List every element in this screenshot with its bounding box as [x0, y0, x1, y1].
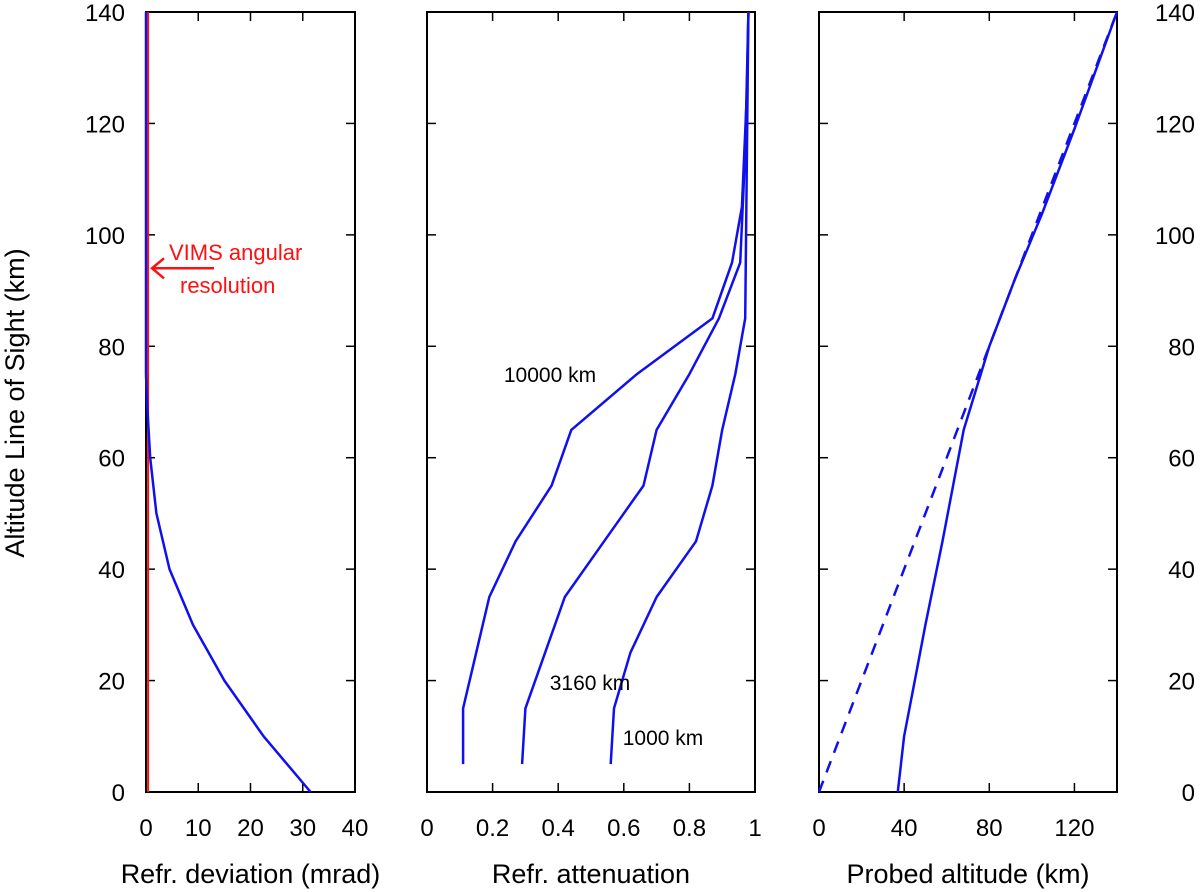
- x-tick-label: 40: [891, 815, 918, 842]
- plot-frame: [145, 11, 356, 793]
- y-tick-label: 40: [1168, 557, 1195, 584]
- panel-refraction-attenuation: 0 0.2 0.4 0.6 0.8 1 Refr. attenuation 10000 km 3…: [420, 11, 762, 889]
- x-tick-label: 40: [342, 815, 369, 842]
- series-label: 10000 km: [504, 364, 596, 387]
- y-tick-label: 100: [1155, 223, 1195, 250]
- x-tick-label: 0.2: [476, 815, 509, 842]
- y-axis-title: Altitude Line of Sight (km): [0, 248, 30, 557]
- y-tick-label: 40: [98, 557, 125, 584]
- y-tick-label: 0: [1182, 780, 1195, 807]
- y-tick-label: 20: [1168, 669, 1195, 696]
- x-axis-title: Refr. deviation (mrad): [121, 859, 381, 889]
- x-tick-label: 1: [748, 815, 761, 842]
- series-line: [520, 11, 750, 765]
- panel-probed-altitude: 0 40 80 120 0 20 40 60 80 100 120 140 Probed altitud…: [812, 0, 1195, 889]
- x-tick-label: 10: [185, 815, 212, 842]
- y-tick-label: 120: [1155, 111, 1195, 138]
- y-tick-label: 60: [98, 446, 125, 473]
- x-tick-label: 20: [237, 815, 264, 842]
- y-tick-label: 0: [112, 780, 125, 807]
- y-tick-label: 80: [98, 334, 125, 361]
- annotation-text: VIMS angular: [169, 240, 302, 265]
- x-axis-title: Refr. attenuation: [492, 859, 690, 889]
- series-line: [817, 11, 1119, 793]
- x-tick-label: 0.6: [607, 815, 640, 842]
- series-label: 1000 km: [623, 727, 704, 750]
- x-tick-label: 0: [812, 815, 825, 842]
- series-line: [144, 12, 312, 793]
- x-tick-label: 0.8: [673, 815, 706, 842]
- x-tick-label: 0: [420, 815, 433, 842]
- annotation-arrowhead: [150, 257, 165, 280]
- y-tick-label: 20: [98, 669, 125, 696]
- y-tick-label: 80: [1168, 334, 1195, 361]
- y-tick-label: 140: [1155, 0, 1195, 27]
- panel-refraction-deviation: 0 10 20 30 40 0 20 40 60 80 100 120 140 Refr. deviati…: [85, 0, 380, 889]
- series-label: 3160 km: [550, 672, 631, 695]
- x-tick-label: 120: [1054, 815, 1094, 842]
- y-tick-label: 140: [85, 0, 125, 27]
- series-line: [896, 11, 1119, 793]
- x-tick-label: 0: [139, 815, 152, 842]
- series-line: [609, 11, 750, 765]
- x-tick-label: 0.4: [542, 815, 575, 842]
- x-tick-label: 80: [976, 815, 1003, 842]
- y-tick-label: 100: [85, 223, 125, 250]
- annotation-text: resolution: [180, 273, 275, 298]
- series-line: [461, 11, 750, 765]
- x-tick-label: 30: [289, 815, 316, 842]
- x-axis-title: Probed altitude (km): [846, 859, 1089, 889]
- y-tick-label: 60: [1168, 446, 1195, 473]
- y-tick-label: 120: [85, 111, 125, 138]
- plot-frame: [818, 11, 1118, 793]
- plot-frame: [426, 11, 756, 793]
